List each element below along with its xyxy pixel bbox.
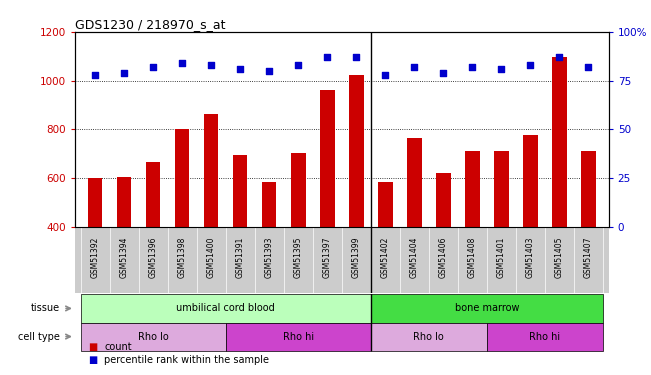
Point [554,54,564,60]
Bar [371,294,603,322]
Text: Rho hi: Rho hi [283,332,314,342]
Text: GSM51408: GSM51408 [468,237,477,278]
Point [380,72,391,78]
Text: Rho lo: Rho lo [413,332,444,342]
Text: bone marrow: bone marrow [454,303,519,313]
Point [177,60,187,66]
Bar [552,57,566,324]
Point [206,62,216,68]
Bar [175,129,189,324]
Point [264,68,275,74]
Point [119,70,130,76]
Text: GSM51399: GSM51399 [352,237,361,278]
Text: GSM51405: GSM51405 [555,237,564,278]
Bar [88,178,102,324]
Text: GDS1230 / 218970_s_at: GDS1230 / 218970_s_at [75,18,225,31]
Text: cell type: cell type [18,332,61,342]
Bar [146,162,160,324]
Bar [233,155,247,324]
Text: ■: ■ [88,355,97,365]
Point [583,64,594,70]
Bar [378,182,393,324]
Text: GSM51403: GSM51403 [526,237,535,278]
Bar [320,90,335,324]
Bar [349,75,363,324]
Text: percentile rank within the sample: percentile rank within the sample [104,355,269,365]
Text: GSM51402: GSM51402 [381,237,390,278]
Text: tissue: tissue [31,303,61,313]
Bar [81,294,371,322]
Bar [204,114,219,324]
Bar [523,135,538,324]
Bar [581,151,596,324]
Text: GSM51407: GSM51407 [584,237,593,278]
Text: GSM51391: GSM51391 [236,237,245,278]
Bar [494,151,508,324]
Text: ■: ■ [88,342,97,352]
Point [525,62,536,68]
Bar [291,153,305,324]
Point [235,66,245,72]
Bar [371,322,487,351]
Text: Rho hi: Rho hi [529,332,561,342]
Bar [226,322,371,351]
Text: GSM51401: GSM51401 [497,237,506,278]
Text: umbilical cord blood: umbilical cord blood [176,303,275,313]
Text: Rho lo: Rho lo [138,332,169,342]
Point [409,64,419,70]
Text: GSM51400: GSM51400 [207,237,215,278]
Point [496,66,506,72]
Point [293,62,303,68]
Bar [81,322,226,351]
Text: GSM51404: GSM51404 [410,237,419,278]
Point [148,64,158,70]
Text: GSM51397: GSM51397 [323,237,332,278]
Text: count: count [104,342,132,352]
Text: GSM51395: GSM51395 [294,237,303,278]
Point [322,54,333,60]
Bar [436,173,450,324]
Point [90,72,100,78]
Bar [465,151,480,324]
Text: GSM51393: GSM51393 [265,237,273,278]
Bar [407,138,422,324]
Bar [117,177,132,324]
Text: GSM51394: GSM51394 [120,237,129,278]
Point [351,54,361,60]
Text: GSM51406: GSM51406 [439,237,448,278]
Point [467,64,478,70]
Bar [487,322,603,351]
Point [438,70,449,76]
Bar [262,182,277,324]
Text: GSM51396: GSM51396 [148,237,158,278]
Text: GSM51398: GSM51398 [178,237,187,278]
Text: GSM51392: GSM51392 [90,237,100,278]
